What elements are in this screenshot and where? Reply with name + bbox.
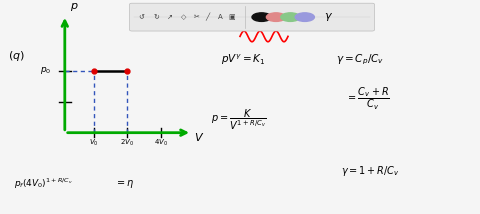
Text: $= \dfrac{C_v + R}{C_v}$: $= \dfrac{C_v + R}{C_v}$ [346,85,389,112]
FancyBboxPatch shape [130,3,374,31]
Text: $4V_0$: $4V_0$ [154,137,168,148]
Circle shape [295,13,314,21]
Text: $2V_0$: $2V_0$ [120,137,134,148]
Text: $V$: $V$ [194,131,204,143]
Circle shape [266,13,286,21]
Text: ↺: ↺ [139,14,144,20]
Text: ▣: ▣ [228,14,235,20]
Text: $p_0$: $p_0$ [40,65,51,76]
Text: $(q)$: $(q)$ [8,49,25,63]
Text: $p_f(4V_0)^{1+R/C_v}$: $p_f(4V_0)^{1+R/C_v}$ [14,177,73,191]
Text: $\gamma = 1 + R/C_v$: $\gamma = 1 + R/C_v$ [341,164,400,178]
Text: ↻: ↻ [153,14,159,20]
Text: $\gamma = C_p/C_v$: $\gamma = C_p/C_v$ [336,53,384,67]
Text: $V_0$: $V_0$ [89,137,98,148]
Text: $\gamma$: $\gamma$ [324,11,333,23]
Text: $pV^{\gamma} = K_1$: $pV^{\gamma} = K_1$ [221,53,265,67]
Text: ✂: ✂ [194,14,200,20]
Text: ◇: ◇ [180,14,186,20]
Text: A: A [217,14,222,20]
Circle shape [252,13,271,21]
Text: $p = \dfrac{K}{V^{1+R/C_v}}$: $p = \dfrac{K}{V^{1+R/C_v}}$ [211,107,267,132]
Text: ╱: ╱ [206,13,210,21]
Text: $= \eta$: $= \eta$ [115,178,135,190]
Text: ↗: ↗ [168,14,173,20]
Text: $p$: $p$ [70,1,79,13]
Circle shape [281,13,300,21]
